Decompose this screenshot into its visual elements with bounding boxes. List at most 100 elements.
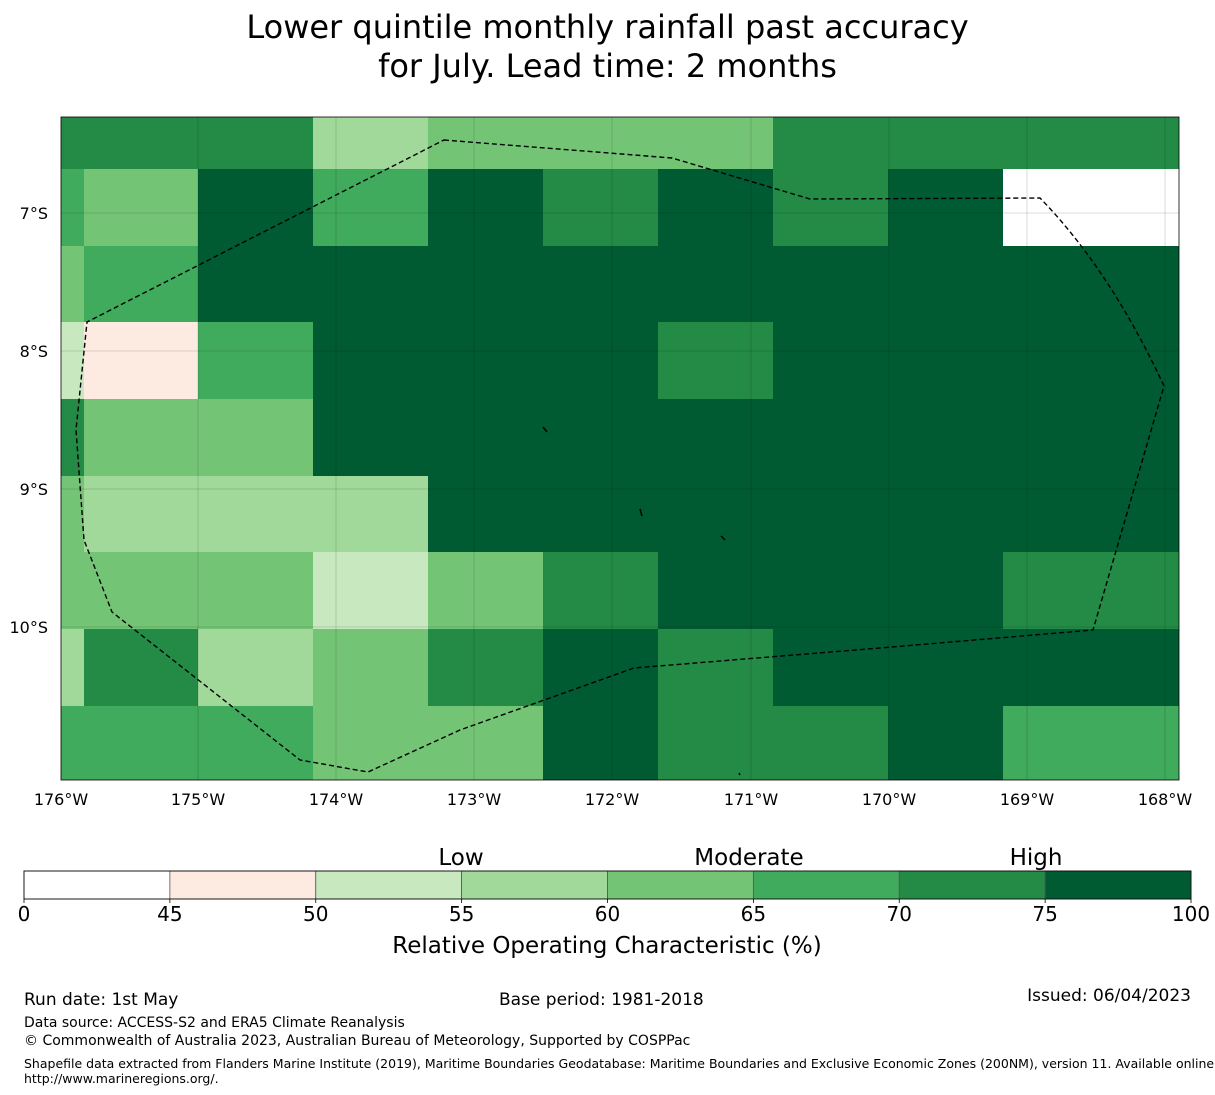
grid-cell	[61, 629, 84, 706]
longitude-tick-labels: 176°W 175°W 174°W 173°W 172°W 171°W 170°W 169°W…	[34, 790, 1193, 809]
colorbar-swatch	[315, 870, 463, 900]
colorbar-category-labels: Low Moderate High	[438, 845, 1062, 871]
lat-tick-label: 9°S	[20, 480, 48, 499]
lat-tick-label: 10°S	[9, 618, 48, 637]
grid-cell	[61, 552, 198, 629]
grid-cell	[543, 399, 658, 476]
grid-cell	[61, 169, 84, 246]
colorbar-tick-label: 65	[741, 902, 766, 926]
colorbar-swatches	[23, 870, 1192, 900]
grid-cell	[61, 117, 198, 169]
grid-cell	[773, 706, 888, 780]
colorbar-tick-label: 70	[887, 902, 912, 926]
colorbar-swatch	[607, 870, 754, 900]
lon-tick-label: 170°W	[862, 790, 917, 809]
shapefile-credit-line-1: Shapefile data extracted from Flanders M…	[24, 1056, 1215, 1071]
lat-tick-label: 7°S	[20, 204, 48, 223]
grid-cell	[84, 169, 198, 246]
grid-cell	[773, 552, 888, 629]
grid-cell	[543, 169, 658, 246]
grid-cell	[888, 476, 1003, 552]
grid-cell	[84, 322, 198, 399]
colorbar-swatch	[752, 870, 900, 900]
grid-cell	[888, 706, 1003, 780]
grid-cell	[543, 706, 658, 780]
grid-cell	[773, 476, 888, 552]
base-period: Base period: 1981-2018	[499, 990, 704, 1010]
grid-cell	[198, 476, 313, 552]
grid-cell	[773, 322, 888, 399]
grid-cell	[658, 169, 773, 246]
colorbar-tick-labels: 0 45 50 55 60 65 70 75 100	[18, 899, 1210, 926]
map-frame	[60, 116, 1180, 781]
grid-cell	[198, 169, 313, 246]
grid-cell	[84, 246, 198, 322]
latitude-tick-labels: 7°S 8°S 9°S 10°S	[9, 204, 48, 637]
grid-cell	[84, 629, 198, 706]
grid-cell	[313, 476, 428, 552]
grid-cell	[773, 246, 888, 322]
shapefile-credit-line-2: http://www.marineregions.org/.	[24, 1071, 219, 1086]
lon-tick-label: 173°W	[447, 790, 502, 809]
lon-tick-label: 169°W	[1000, 790, 1055, 809]
eez-boundary	[75, 139, 1165, 773]
rainfall-accuracy-grid	[61, 117, 1179, 780]
colorbar-tick-label: 45	[157, 902, 182, 926]
colorbar-category-label: High	[1010, 845, 1063, 871]
issued-date: Issued: 06/04/2023	[1027, 986, 1191, 1006]
map-figure: 7°S8°S9°S10°S 176°W 175°W 174°W 173°W 172°W 1…	[9, 116, 1210, 959]
grid-cell	[428, 169, 543, 246]
grid-cell	[543, 117, 658, 169]
grid-cell	[84, 399, 198, 476]
grid-cell	[61, 399, 84, 476]
grid-cell	[313, 552, 428, 629]
grid-cell	[658, 246, 773, 322]
colorbar-swatch	[169, 870, 317, 900]
grid-cell	[888, 399, 1003, 476]
copyright: © Commonwealth of Australia 2023, Austra…	[24, 1033, 691, 1049]
grid-cell	[543, 476, 658, 552]
grid-cell	[658, 552, 773, 629]
lon-tick-label: 168°W	[1138, 790, 1193, 809]
lon-tick-label: 176°W	[34, 790, 89, 809]
colorbar-tick-label: 50	[303, 902, 328, 926]
shapefile-credit: Shapefile data extracted from Flanders M…	[24, 1056, 1215, 1086]
grid-cell	[888, 552, 1003, 629]
run-date: Run date: 1st May	[24, 990, 179, 1010]
grid-cell	[198, 117, 313, 169]
grid-cell	[658, 399, 773, 476]
lon-tick-label: 172°W	[585, 790, 640, 809]
grid-cell	[543, 246, 658, 322]
colorbar-swatch	[898, 870, 1046, 900]
grid-cell	[198, 552, 313, 629]
grid-cell	[658, 117, 773, 169]
grid-cell	[543, 552, 658, 629]
grid-cell	[658, 706, 773, 780]
grid-cell	[888, 322, 1003, 399]
grid-cell	[428, 629, 543, 706]
grid-cell	[658, 322, 773, 399]
grid-cell	[1003, 322, 1179, 399]
grid-cell	[658, 476, 773, 552]
colorbar-axis-label: Relative Operating Characteristic (%)	[392, 933, 821, 959]
grid-cell	[198, 706, 313, 780]
grid-cell	[888, 169, 1003, 246]
grid-cell	[61, 476, 84, 552]
colorbar-swatch	[23, 870, 171, 900]
grid-cell	[888, 246, 1003, 322]
grid-cell	[313, 246, 428, 322]
grid-cell	[773, 117, 888, 169]
grid-cell	[61, 246, 84, 322]
grid-cell	[198, 629, 313, 706]
colorbar-tick-label: 75	[1032, 902, 1057, 926]
grid-cell	[888, 629, 1003, 706]
grid-cell	[888, 117, 1179, 169]
title-line-2: for July. Lead time: 2 months	[378, 47, 837, 85]
data-source: Data source: ACCESS-S2 and ERA5 Climate …	[24, 1015, 405, 1031]
colorbar-swatch	[1044, 870, 1192, 900]
lon-tick-label: 174°W	[309, 790, 364, 809]
grid-cell	[658, 629, 773, 706]
grid-cell	[773, 169, 888, 246]
chart-title: Lower quintile monthly rainfall past acc…	[0, 8, 1215, 86]
colorbar: Low Moderate High 0 45 50 55 60 65 70 75 100 Relat…	[18, 845, 1210, 959]
